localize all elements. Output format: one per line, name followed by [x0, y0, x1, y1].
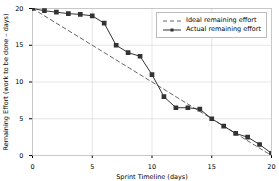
svg-text:0: 0: [19, 152, 23, 160]
svg-text:15: 15: [15, 41, 23, 49]
svg-text:20: 20: [15, 5, 23, 13]
svg-text:5: 5: [19, 115, 23, 123]
svg-text:20: 20: [267, 163, 275, 171]
html-text:Ideal remaining effort: Ideal remaining effort: [186, 16, 257, 24]
svg-text:10: 10: [148, 163, 156, 171]
svg-text:Sprint Timeline (days): Sprint Timeline (days): [116, 173, 188, 181]
svg-text:15: 15: [208, 163, 216, 171]
svg-text:Remaining Effort (work to be d: Remaining Effort (work to be done – days…: [2, 13, 10, 150]
svg-text:0: 0: [30, 163, 34, 171]
svg-text:5: 5: [90, 163, 94, 171]
html-text:Actual remaining effort: Actual remaining effort: [186, 25, 261, 33]
svg-text:10: 10: [15, 78, 23, 86]
